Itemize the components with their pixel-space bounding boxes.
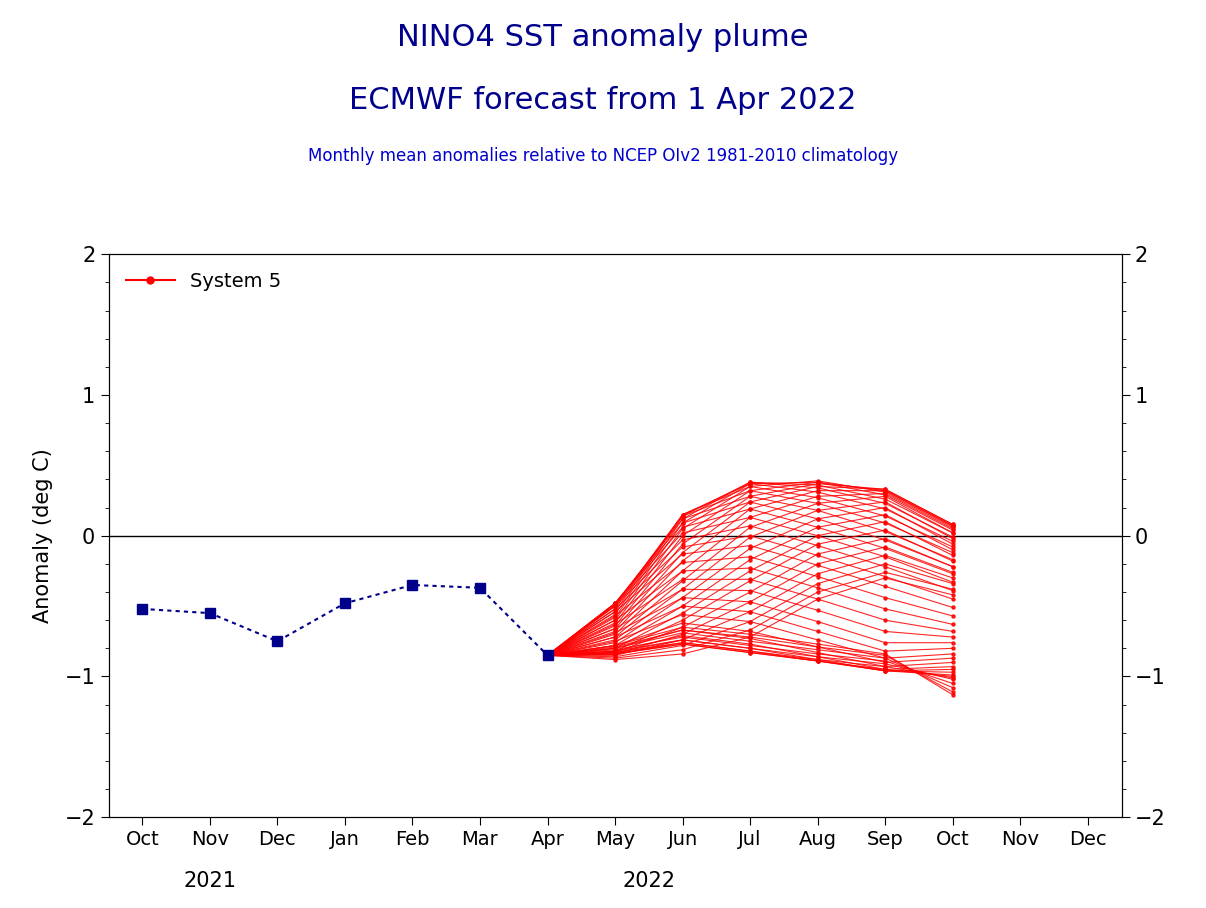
Y-axis label: Anomaly (deg C): Anomaly (deg C) — [34, 449, 53, 623]
Legend: System 5: System 5 — [118, 264, 289, 299]
Text: ECMWF forecast from 1 Apr 2022: ECMWF forecast from 1 Apr 2022 — [350, 86, 856, 115]
Text: NINO4 SST anomaly plume: NINO4 SST anomaly plume — [397, 23, 809, 52]
Text: 2022: 2022 — [622, 871, 675, 891]
Text: Monthly mean anomalies relative to NCEP OIv2 1981-2010 climatology: Monthly mean anomalies relative to NCEP … — [308, 147, 898, 165]
Text: 2021: 2021 — [183, 871, 236, 891]
